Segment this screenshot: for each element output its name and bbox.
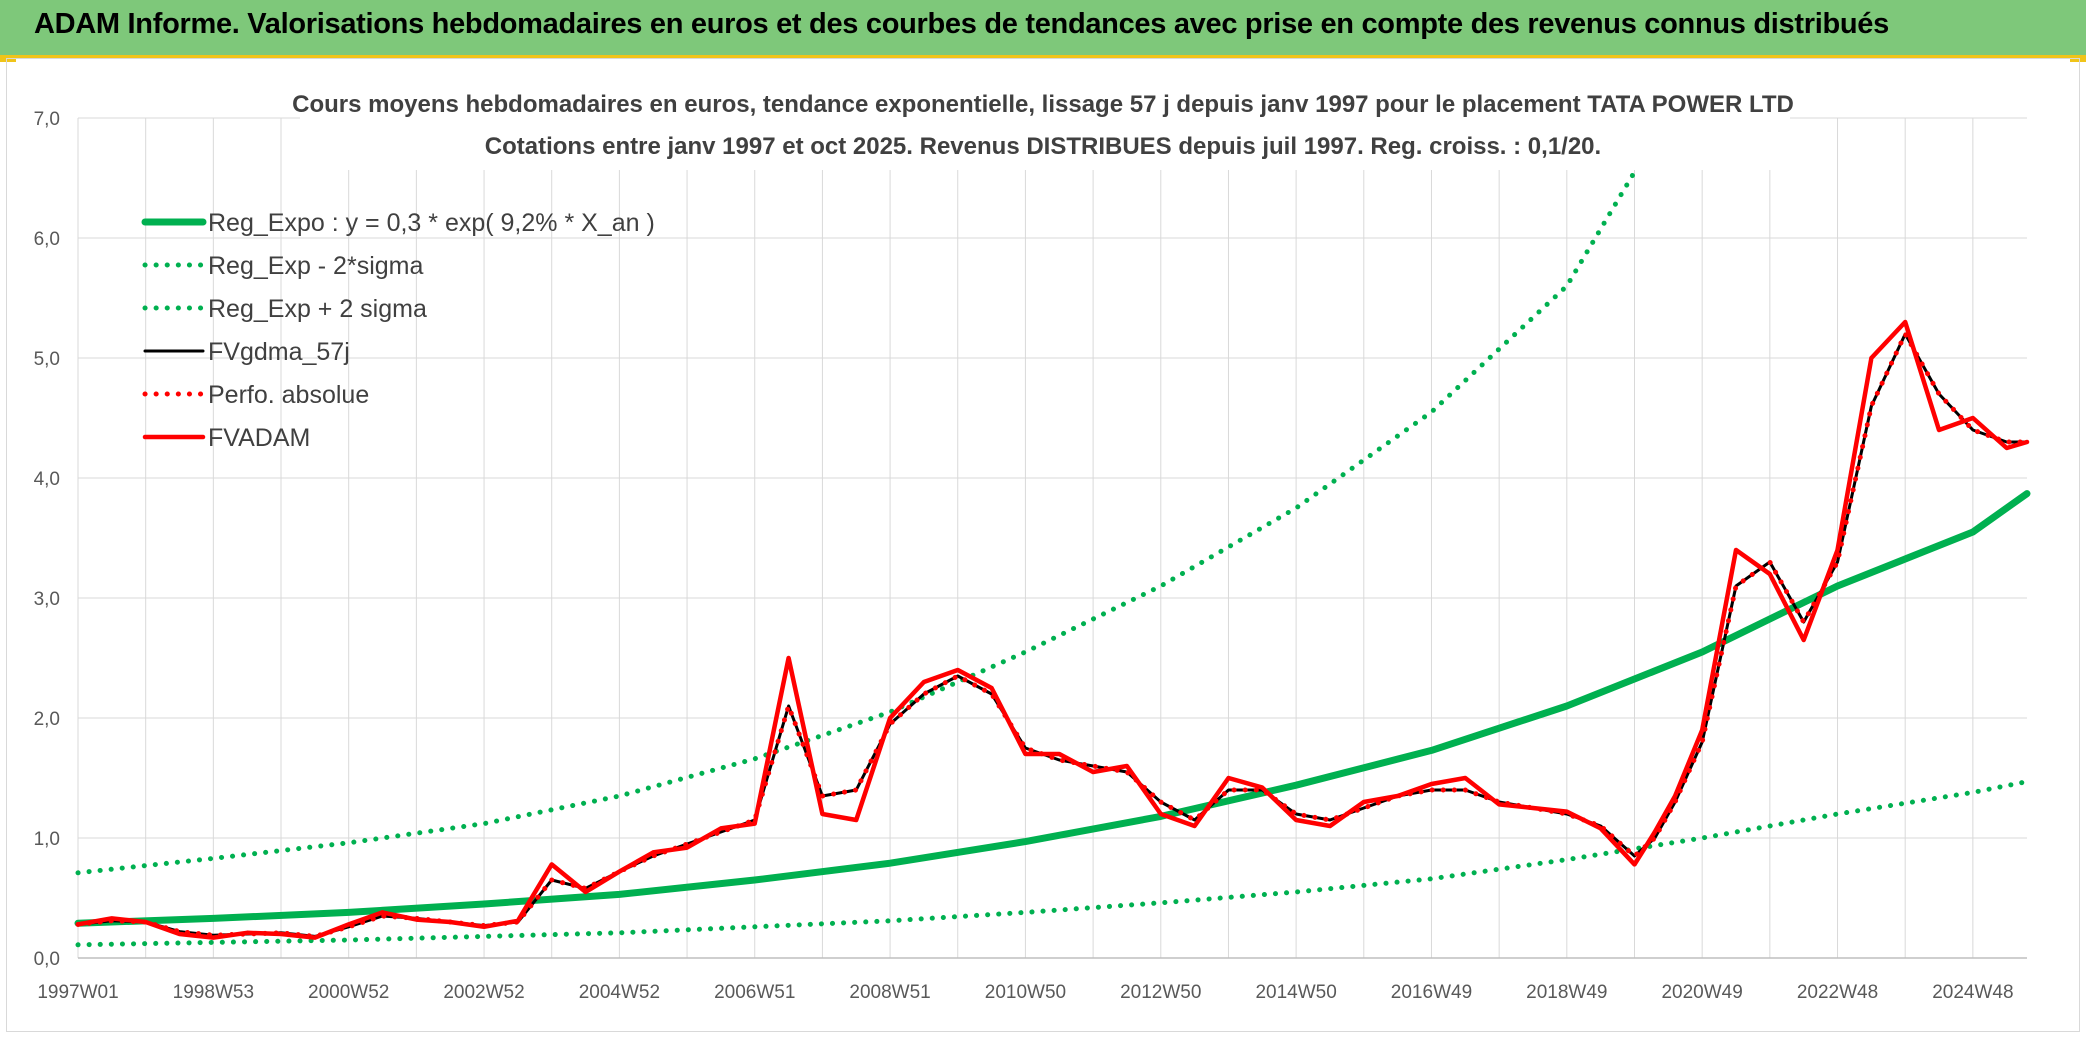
- x-tick-label: 2010W50: [985, 982, 1066, 1003]
- chart-title: Cours moyens hebdomadaires en euros, ten…: [292, 91, 1794, 118]
- x-tick-label: 2014W50: [1255, 982, 1336, 1003]
- x-tick-label: 2022W48: [1797, 982, 1878, 1003]
- x-tick-label: 2008W51: [849, 982, 930, 1003]
- legend-label: Perfo. absolue: [208, 381, 369, 409]
- legend-label: Reg_Exp + 2 sigma: [208, 295, 427, 323]
- y-tick-label: 1,0: [34, 829, 60, 850]
- x-tick-label: 2012W50: [1120, 982, 1201, 1003]
- legend-label: Reg_Exp - 2*sigma: [208, 252, 423, 280]
- y-tick-label: 2,0: [34, 709, 60, 730]
- x-tick-label: 2024W48: [1932, 982, 2013, 1003]
- x-tick-label: 2016W49: [1391, 982, 1472, 1003]
- x-tick-label: 1998W53: [173, 982, 254, 1003]
- x-tick-label: 2004W52: [579, 982, 660, 1003]
- legend-label: FVADAM: [208, 424, 310, 452]
- y-tick-label: 0,0: [34, 949, 60, 970]
- title-background: [300, 84, 1790, 170]
- grid-lines: [77, 117, 2027, 959]
- y-tick-label: 6,0: [34, 229, 60, 250]
- y-tick-label: 7,0: [34, 109, 60, 130]
- series-line-2: [75, 169, 1637, 876]
- series-group: [74, 169, 2031, 948]
- series-line-4: [75, 331, 2030, 939]
- x-tick-label: 2002W52: [443, 982, 524, 1003]
- legend: Reg_Expo : y = 0,3 * exp( 9,2% * X_an ) R…: [141, 209, 655, 452]
- x-tick-label: 1997W01: [37, 982, 118, 1003]
- corner-accent-right: [2070, 58, 2086, 62]
- y-tick-label: 3,0: [34, 589, 60, 610]
- x-tick-label: 2006W51: [714, 982, 795, 1003]
- x-tick-label: 2020W49: [1661, 982, 1742, 1003]
- series-line-5: [75, 319, 2030, 940]
- banner-title: ADAM Informe. Valorisations hebdomadaire…: [34, 8, 1889, 40]
- x-axis-ticks: 1997W01 1998W53 2000W52 2002W52 2004W52 2006W…: [37, 982, 2013, 1003]
- series-line-0: [74, 490, 2031, 927]
- y-tick-label: 5,0: [34, 349, 60, 370]
- y-axis-ticks: 0,0 1,0 2,0 3,0 4,0 5,0 6,0 7,0: [34, 109, 60, 970]
- x-tick-label: 2018W49: [1526, 982, 1607, 1003]
- y-tick-label: 4,0: [34, 469, 60, 490]
- series-line-1: [75, 779, 2030, 948]
- chart-subtitle: Cotations entre janv 1997 et oct 2025. R…: [485, 133, 1601, 160]
- corner-accent-left: [0, 58, 16, 62]
- legend-label: Reg_Expo : y = 0,3 * exp( 9,2% * X_an ): [208, 209, 655, 237]
- x-tick-label: 2000W52: [308, 982, 389, 1003]
- chart-frame: [6, 58, 2080, 1032]
- banner: ADAM Informe. Valorisations hebdomadaire…: [0, 0, 2086, 58]
- legend-label: FVgdma_57j: [208, 338, 350, 366]
